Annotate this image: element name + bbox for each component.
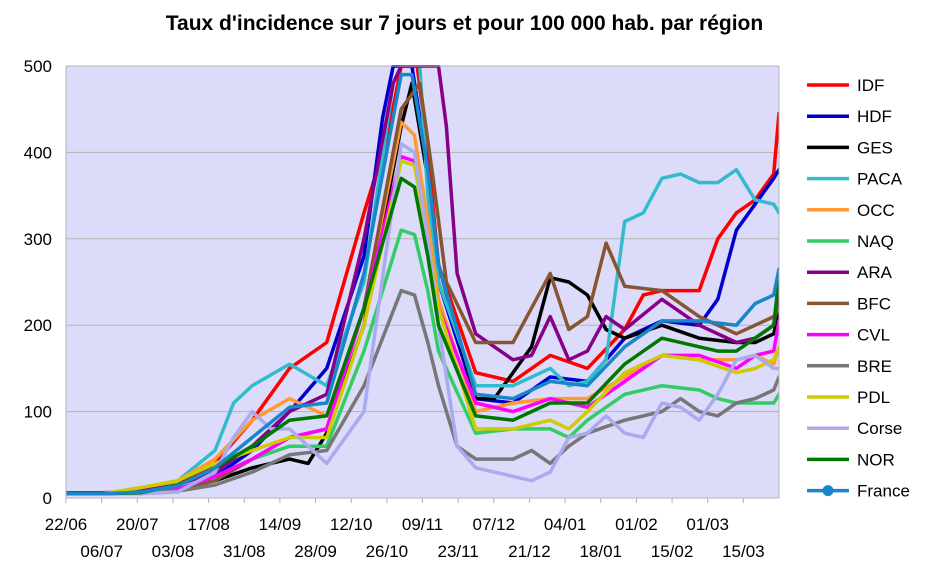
y-tick-label: 0 (43, 489, 52, 508)
series-line-bfc (66, 81, 779, 496)
legend-label: PACA (857, 170, 903, 189)
series-line-pdl (66, 159, 779, 496)
x-tick-label: 15/02 (651, 542, 694, 561)
axes: 0 100 200 300 400 500 22/06 20/07 17/08 14/09 12/1… (24, 57, 780, 561)
legend-label: CVL (857, 326, 890, 345)
legend-label: France (857, 482, 910, 501)
x-tick-label: 31/08 (223, 542, 266, 561)
x-tick-label: 07/12 (473, 515, 516, 534)
legend-label: NAQ (857, 232, 894, 251)
x-tick-label: 26/10 (366, 542, 409, 561)
legend-label: ARA (857, 263, 893, 282)
series-lines (66, 65, 779, 496)
legend-label: OCC (857, 201, 895, 220)
x-tick-label: 09/11 (402, 515, 443, 534)
x-tick-label: 15/03 (722, 542, 765, 561)
legend-label: NOR (857, 450, 895, 469)
x-tick-label: 17/08 (187, 515, 230, 534)
y-tick-label: 300 (24, 230, 52, 249)
series-line-corse (66, 142, 779, 496)
x-tick-label: 03/08 (152, 542, 195, 561)
x-tick-label: 28/09 (294, 542, 337, 561)
y-tick-label: 200 (24, 316, 52, 335)
y-tick-label: 500 (24, 57, 52, 76)
x-tick-label: 06/07 (80, 542, 123, 561)
legend-label: Corse (857, 419, 902, 438)
x-tick-label: 22/06 (45, 515, 88, 534)
legend-marker-france (822, 485, 834, 497)
legend: IDF HDF GES PACA OCC NAQ ARA BFC CVL BRE PDL Corse N… (807, 76, 910, 501)
x-tick-label: 12/10 (330, 515, 373, 534)
series-line-paca (66, 65, 779, 496)
legend-label: GES (857, 138, 893, 157)
legend-label: HDF (857, 107, 892, 126)
legend-label: IDF (857, 76, 884, 95)
legend-label: BFC (857, 294, 891, 313)
legend-label: PDL (857, 388, 890, 407)
x-tick-label: 04/01 (544, 515, 587, 534)
x-tick-label: 01/02 (615, 515, 658, 534)
x-tick-label: 20/07 (116, 515, 159, 534)
chart-title: Taux d'incidence sur 7 jours et pour 100… (165, 12, 764, 35)
x-tick-label: 14/09 (259, 515, 302, 534)
x-tick-label: 01/03 (686, 515, 729, 534)
x-tick-label: 23/11 (438, 542, 479, 561)
series-line-ara (66, 65, 779, 496)
series-line-occ (66, 120, 779, 496)
series-line-france (66, 72, 779, 496)
y-tick-label: 400 (24, 143, 52, 162)
legend-label: BRE (857, 357, 892, 376)
x-tick-label: 18/01 (579, 542, 622, 561)
x-tick-label: 21/12 (508, 542, 551, 561)
y-tick-label: 100 (24, 403, 52, 422)
